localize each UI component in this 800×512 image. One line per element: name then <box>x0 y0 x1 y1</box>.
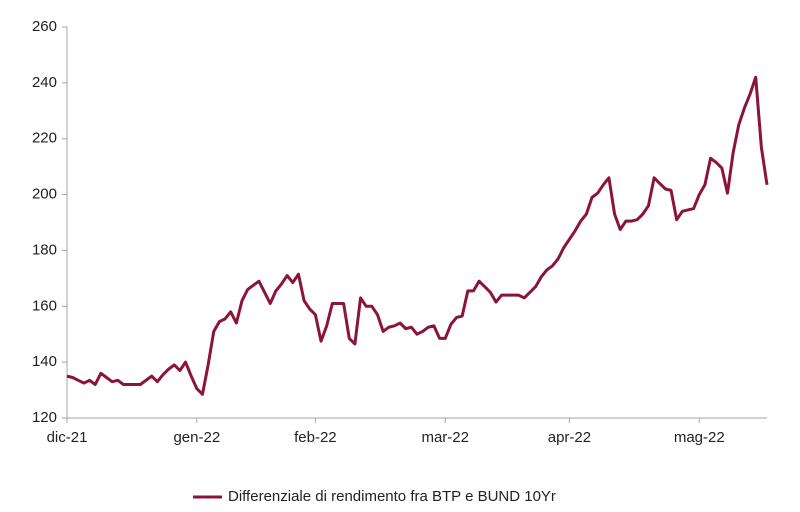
y-tick-label: 240 <box>32 74 57 91</box>
y-tick-label: 220 <box>32 130 57 147</box>
y-tick-label: 140 <box>32 353 57 370</box>
x-tick-label: dic-21 <box>47 429 88 446</box>
x-tick-label: apr-22 <box>548 429 591 446</box>
series-line <box>66 75 769 396</box>
y-tick-label: 160 <box>32 297 57 314</box>
y-tick-label: 200 <box>32 186 57 203</box>
legend-label: Differenziale di rendimento fra BTP e BU… <box>228 488 556 505</box>
y-tick-label: 260 <box>32 18 57 35</box>
x-tick-label: mag-22 <box>674 429 725 446</box>
x-tick-label: mar-22 <box>421 429 469 446</box>
x-tick-label: feb-22 <box>294 429 337 446</box>
y-tick-label: 180 <box>32 241 57 258</box>
y-tick-label: 120 <box>32 409 57 426</box>
x-tick-label: gen-22 <box>173 429 220 446</box>
